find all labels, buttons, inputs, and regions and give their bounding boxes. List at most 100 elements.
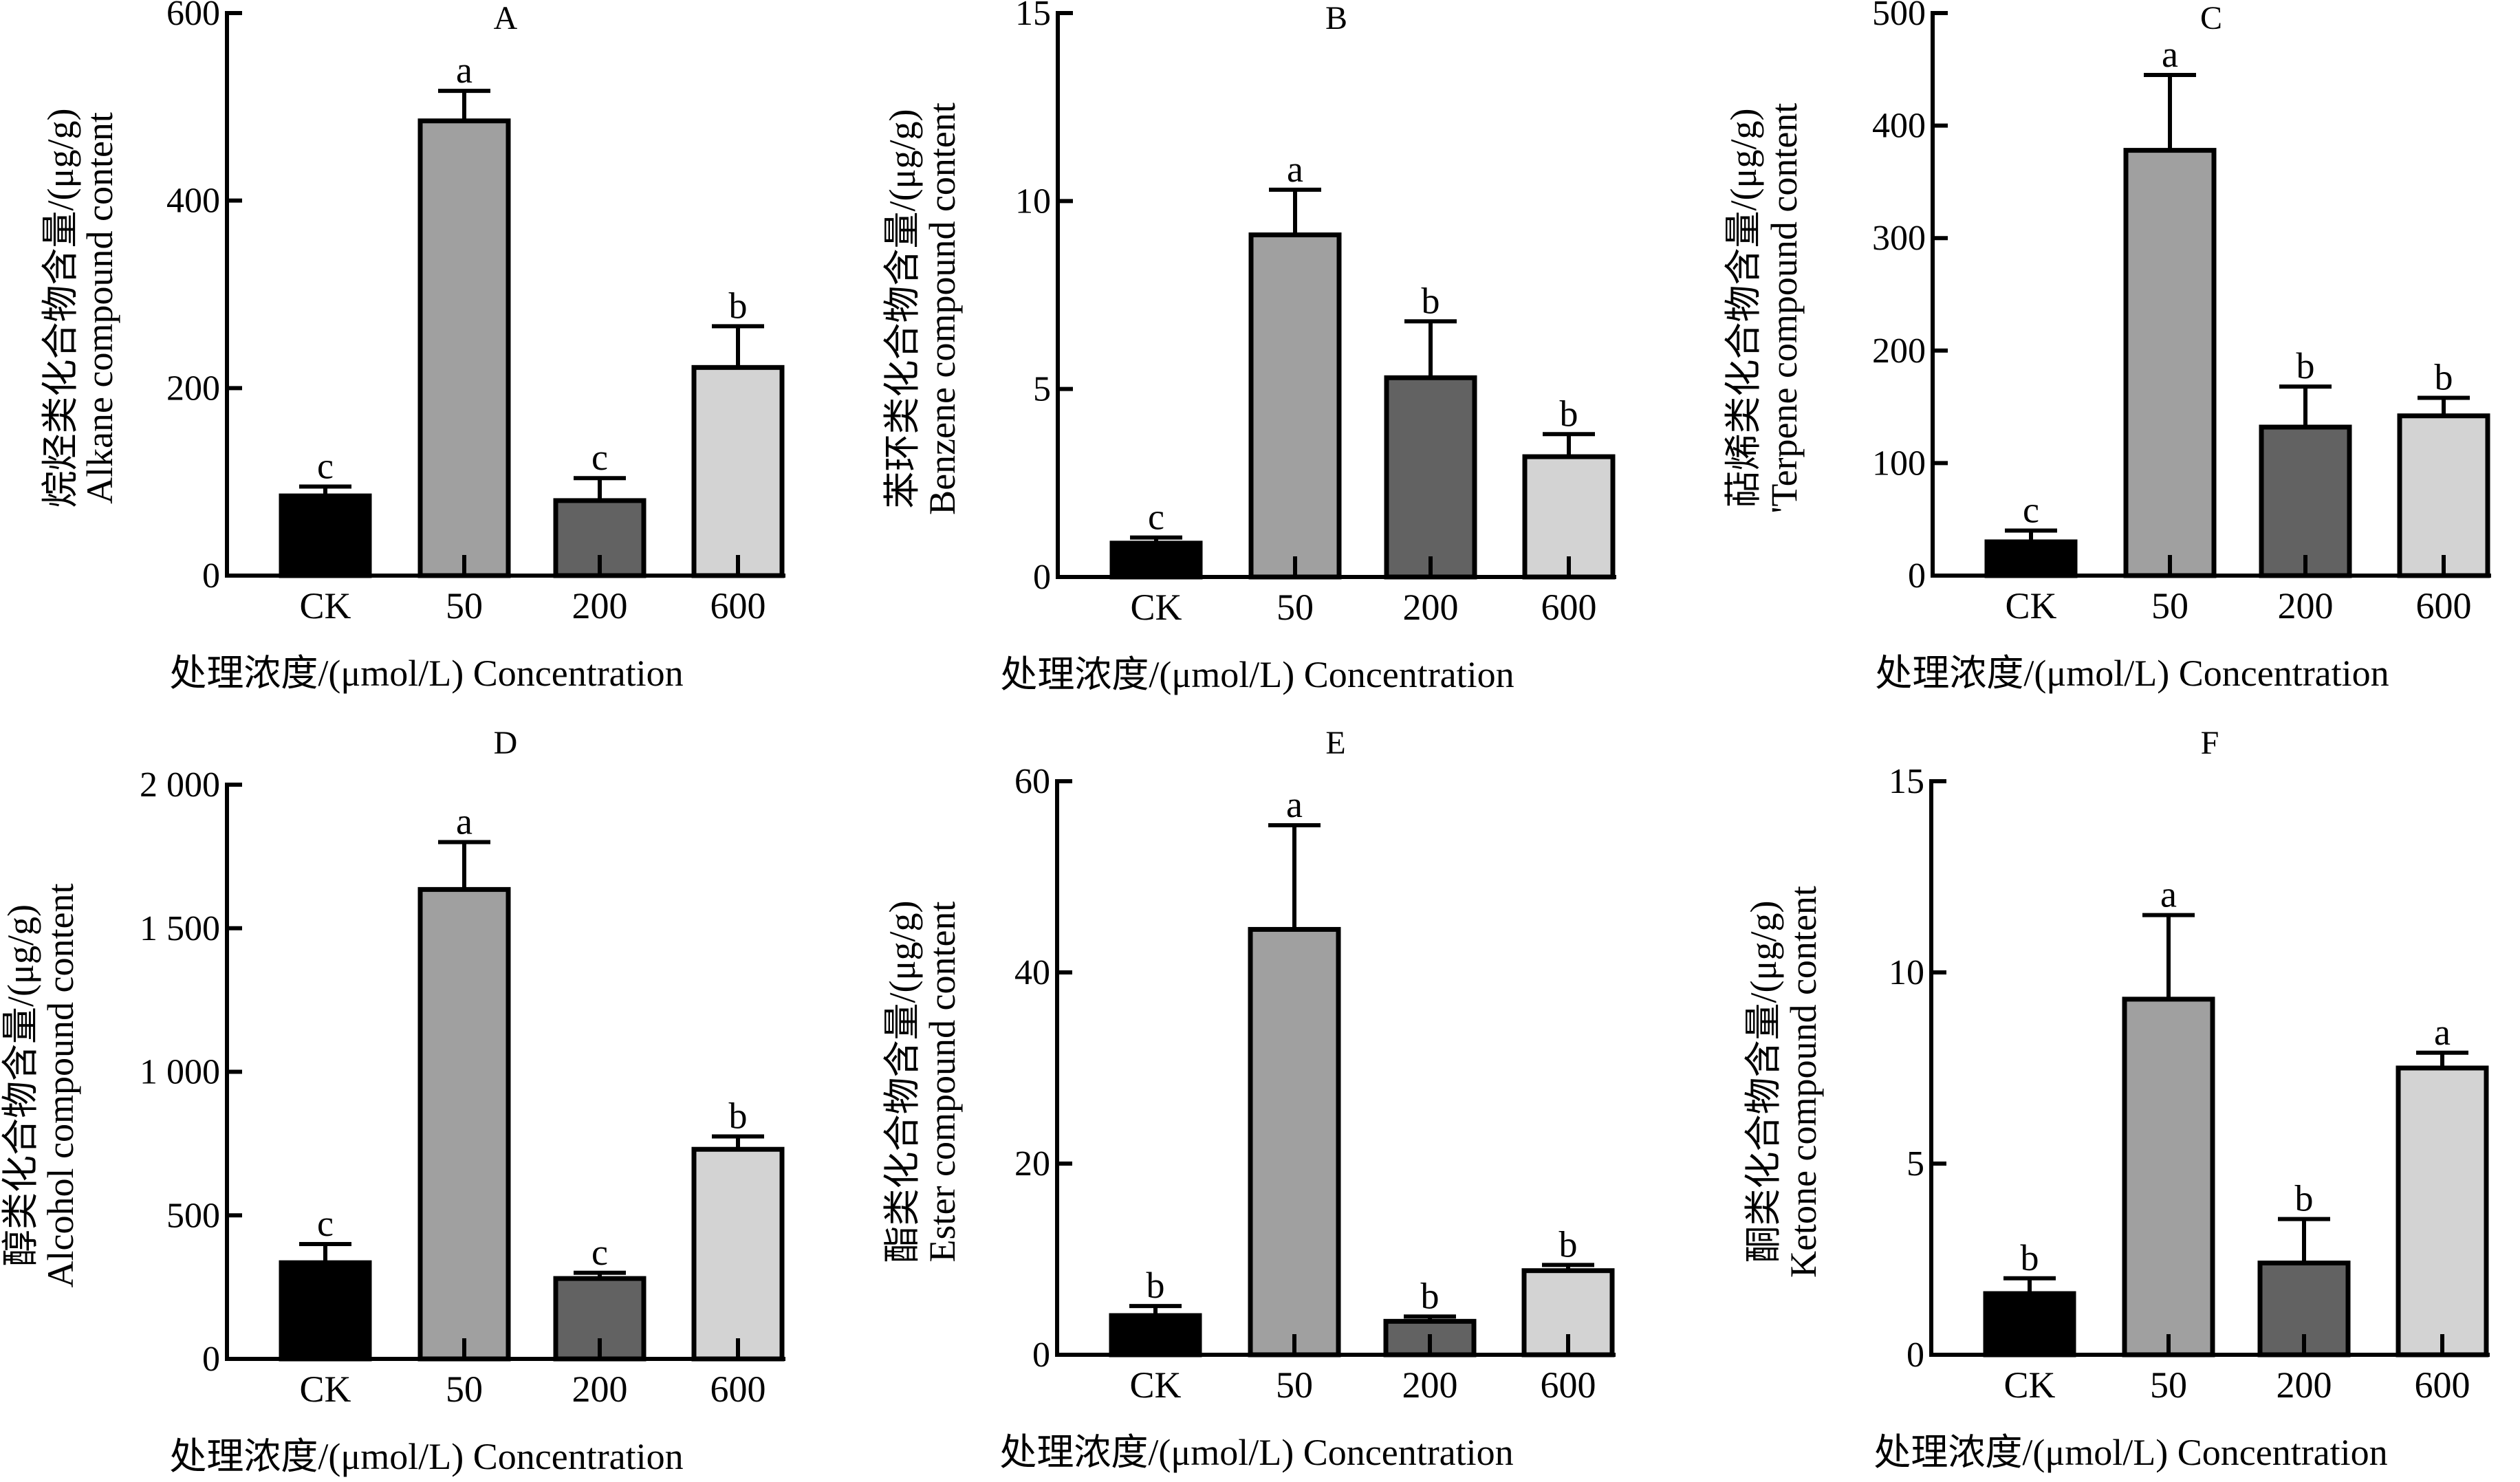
y-tick-label: 15 — [1889, 762, 1924, 801]
y-tick-label: 40 — [1014, 953, 1050, 992]
x-axis-title: 处理浓度/(μmol/L) Concentration — [1875, 653, 2389, 694]
y-tick-label: 5 — [1033, 370, 1051, 409]
y-axis-title-en: Alkane compound content — [79, 112, 120, 504]
panel-e: E 0 20 40 60 b CK a 50 b 200 b 600 处理浓度/(μmol/L) Conc… — [882, 725, 1616, 1473]
panel-title: B — [1325, 0, 1347, 36]
bar-600 — [2397, 413, 2490, 578]
x-tick-label: 50 — [446, 585, 483, 626]
x-axis-title: 处理浓度/(μmol/L) Concentration — [169, 653, 683, 694]
significance-label: a — [456, 801, 472, 842]
y-tick-label: 200 — [166, 369, 220, 408]
x-axis-title: 处理浓度/(μmol/L) Concentration — [999, 1432, 1513, 1473]
y-tick-label: 2 000 — [140, 765, 220, 805]
panel-a: A 0 200 400 600 c CK a 50 c 200 b 600 处理浓度/(μmol/L) C… — [40, 0, 785, 694]
y-axis-title-en: 'Terpene compound content — [1763, 103, 1805, 514]
y-axis-title-cn: 烷烃类化合物含量/(μg/g) — [40, 109, 81, 508]
x-axis-title: 处理浓度/(μmol/L) Concentration — [1000, 654, 1514, 695]
bar-50 — [2123, 148, 2217, 578]
panel-f: F 0 5 10 15 b CK a 50 b 200 a 600 处理浓度/(μmol/L) Conce… — [1743, 725, 2490, 1473]
significance-label: a — [1287, 149, 1303, 190]
y-tick-label: 300 — [1872, 219, 1926, 258]
y-tick-label: 10 — [1015, 182, 1051, 221]
y-axis-title-cn: 醇类化合物含量/(μg/g) — [0, 904, 41, 1267]
significance-label: b — [1147, 1265, 1165, 1306]
x-tick-label: CK — [299, 1369, 351, 1410]
x-tick-label: 600 — [2415, 1364, 2470, 1406]
x-tick-label: 600 — [710, 1369, 766, 1410]
y-tick-label: 200 — [1872, 331, 1926, 371]
significance-label: b — [729, 1095, 748, 1136]
significance-label: b — [2021, 1237, 2039, 1278]
x-tick-label: CK — [2005, 585, 2056, 626]
y-tick-label: 15 — [1015, 0, 1051, 33]
y-tick-label: 500 — [166, 1196, 220, 1235]
bar-50 — [2122, 996, 2215, 1358]
panel-title: D — [494, 725, 518, 761]
panel-title: A — [494, 0, 518, 36]
bar-50 — [1248, 232, 1342, 580]
x-tick-label: CK — [1129, 1364, 1181, 1406]
y-tick-label: 600 — [166, 0, 220, 33]
bar-200 — [1384, 375, 1477, 580]
significance-label: c — [591, 437, 608, 478]
x-tick-label: 50 — [2150, 1364, 2187, 1406]
bar-600 — [691, 364, 785, 578]
y-axis-title-cn: 酯类化合物含量/(μg/g) — [882, 901, 923, 1263]
y-tick-label: 400 — [166, 182, 220, 221]
x-tick-label: 600 — [710, 585, 766, 626]
y-axis-title-en: Ester compound content — [922, 902, 963, 1263]
bar-600 — [691, 1146, 785, 1362]
y-axis-title-en: Benzene compound content — [922, 102, 963, 515]
x-axis-title: 处理浓度/(μmol/L) Concentration — [1873, 1432, 2387, 1473]
y-tick-label: 100 — [1872, 444, 1926, 483]
y-axis-title-cn: 萜烯类化合物含量/(μg/g) — [1723, 109, 1764, 508]
significance-label: b — [729, 285, 748, 326]
panel-b: B 0 5 10 15 c CK a 50 b 200 b 600 处理浓度/(μmol/L) Conce… — [882, 0, 1616, 695]
y-tick-label: 0 — [202, 556, 220, 596]
x-tick-label: 200 — [1403, 587, 1459, 628]
x-tick-label: 50 — [1277, 587, 1314, 628]
significance-label: a — [2160, 874, 2177, 915]
x-tick-label: 600 — [1541, 1364, 1596, 1406]
x-axis-title: 处理浓度/(μmol/L) Concentration — [169, 1436, 683, 1477]
panel-title: C — [2200, 0, 2222, 36]
significance-label: c — [591, 1232, 608, 1273]
bar-600 — [1521, 1268, 1615, 1358]
y-tick-label: 0 — [1907, 1336, 1924, 1375]
y-axis-title-en: Alcohol compound content — [40, 884, 81, 1288]
x-tick-label: 200 — [572, 1369, 628, 1410]
significance-label: c — [317, 445, 334, 486]
y-tick-label: 20 — [1014, 1144, 1050, 1184]
y-tick-label: 1 000 — [140, 1053, 220, 1092]
significance-label: a — [456, 50, 472, 91]
y-tick-label: 0 — [202, 1340, 220, 1379]
y-tick-label: 0 — [1033, 558, 1051, 597]
panel-title: E — [1325, 725, 1345, 761]
significance-label: b — [2435, 357, 2453, 398]
bar-600 — [2396, 1065, 2489, 1358]
bar-200 — [2259, 424, 2352, 578]
x-tick-label: 600 — [1541, 587, 1597, 628]
x-tick-label: 200 — [1402, 1364, 1458, 1406]
significance-label: b — [1559, 1223, 1578, 1265]
bar-50 — [1248, 926, 1341, 1358]
y-tick-label: 60 — [1014, 762, 1050, 801]
panel-c: C 0 100 200 300 400 500 c CK a 50 b 200 b 600 处理浓度/(μmo… — [1723, 0, 2491, 694]
x-tick-label: CK — [2003, 1364, 2055, 1406]
x-tick-label: 200 — [2277, 1364, 2332, 1406]
significance-label: c — [1148, 497, 1164, 538]
significance-label: b — [1421, 1275, 1440, 1316]
y-axis-title-en: Ketone compound content — [1783, 886, 1824, 1278]
panel-title: F — [2201, 725, 2219, 761]
y-tick-label: 400 — [1872, 107, 1926, 146]
panel-d: D 0 500 1 000 1 500 2 000 c CK a 50 c 200 b 600 处理浓度/(… — [0, 725, 785, 1477]
y-tick-label: 10 — [1889, 953, 1924, 992]
x-tick-label: 50 — [446, 1369, 483, 1410]
significance-label: c — [2023, 490, 2039, 531]
bar-50 — [417, 886, 511, 1362]
significance-label: c — [317, 1203, 334, 1244]
x-tick-label: 200 — [2278, 585, 2334, 626]
y-axis-title-cn: 酮类化合物含量/(μg/g) — [1743, 901, 1784, 1263]
